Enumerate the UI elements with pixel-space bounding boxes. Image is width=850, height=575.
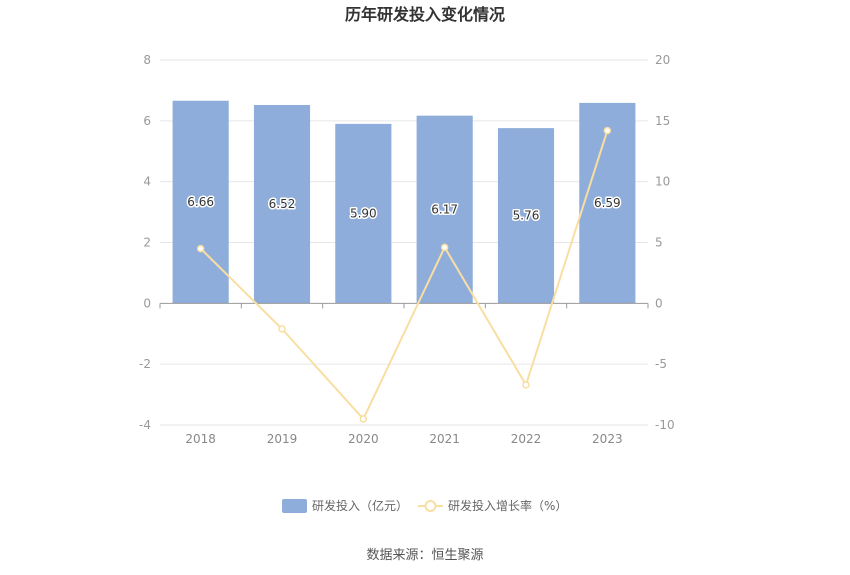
y-right-tick-label: 15 [655,114,670,128]
line-series [196,126,612,423]
bar-value-label: 5.90 [350,207,377,221]
y-right-tick-label: -5 [655,357,667,371]
y-axis-right: 20 15 10 5 0 -5 -10 [655,53,675,432]
bar-2019[interactable] [253,105,311,304]
y-left-tick-label: -2 [139,357,151,371]
bar-2018[interactable] [172,100,229,304]
bar-2023[interactable] [579,102,636,304]
source-note: 数据来源：恒生聚源 [366,548,483,563]
y-left-tick-label: 0 [143,296,151,310]
x-axis [159,302,649,309]
y-left-tick-label: 6 [143,114,151,128]
y-right-tick-label: 20 [655,53,670,67]
y-right-tick-label: -10 [655,418,675,432]
bar-value-label: 5.76 [513,209,540,223]
legend-item-bar[interactable]: 研发投入（亿元） [282,498,408,513]
bar-data-labels: 6.66 6.52 5.90 6.17 5.76 6.59 [186,194,622,225]
y-left-tick-label: -4 [139,418,151,432]
y-right-tick-label: 5 [655,236,663,250]
growth-rate-point-2020[interactable] [359,415,368,423]
legend-item-line[interactable]: 研发投入增长率（%） [418,498,567,513]
legend-bar-label: 研发投入（亿元） [312,498,408,513]
legend-bar-swatch [282,499,307,513]
x-tick-label: 2023 [592,432,623,446]
x-tick-label: 2019 [267,432,298,446]
y-left-tick-label: 2 [143,236,151,250]
bar-series [172,100,636,304]
chart-title: 历年研发投入变化情况 [345,5,505,24]
bar-2022[interactable] [497,128,555,304]
y-left-tick-label: 8 [143,53,151,67]
growth-rate-line [199,130,609,421]
bar-2020[interactable] [335,123,392,304]
bar-value-label: 6.52 [269,197,296,211]
legend: 研发投入（亿元） 研发投入增长率（%） [282,498,567,513]
growth-rate-point-2019[interactable] [278,325,286,333]
growth-rate-point-2018[interactable] [196,244,205,253]
y-right-tick-label: 0 [655,296,663,310]
growth-rate-point-2023[interactable] [603,126,612,135]
growth-rate-point-2022[interactable] [522,381,530,389]
x-tick-label: 2021 [429,432,460,446]
bar-value-label: 6.66 [187,195,214,209]
x-tick-label: 2018 [185,432,216,446]
bar-value-label: 6.59 [594,196,621,210]
legend-line-label: 研发投入增长率（%） [448,498,567,513]
bar-value-label: 6.17 [431,202,458,216]
y-axis-left: 8 6 4 2 0 -2 -4 [139,53,151,432]
growth-rate-point-2021[interactable] [440,243,449,252]
legend-line-marker [424,500,437,512]
y-left-tick-label: 4 [143,175,151,189]
grid-lines [160,59,648,426]
y-right-tick-label: 10 [655,175,670,189]
x-axis-ticks: 2018 2019 2020 2021 2022 2023 [185,432,622,446]
x-tick-label: 2020 [348,432,379,446]
x-tick-label: 2022 [511,432,542,446]
bar-2021[interactable] [416,115,473,304]
